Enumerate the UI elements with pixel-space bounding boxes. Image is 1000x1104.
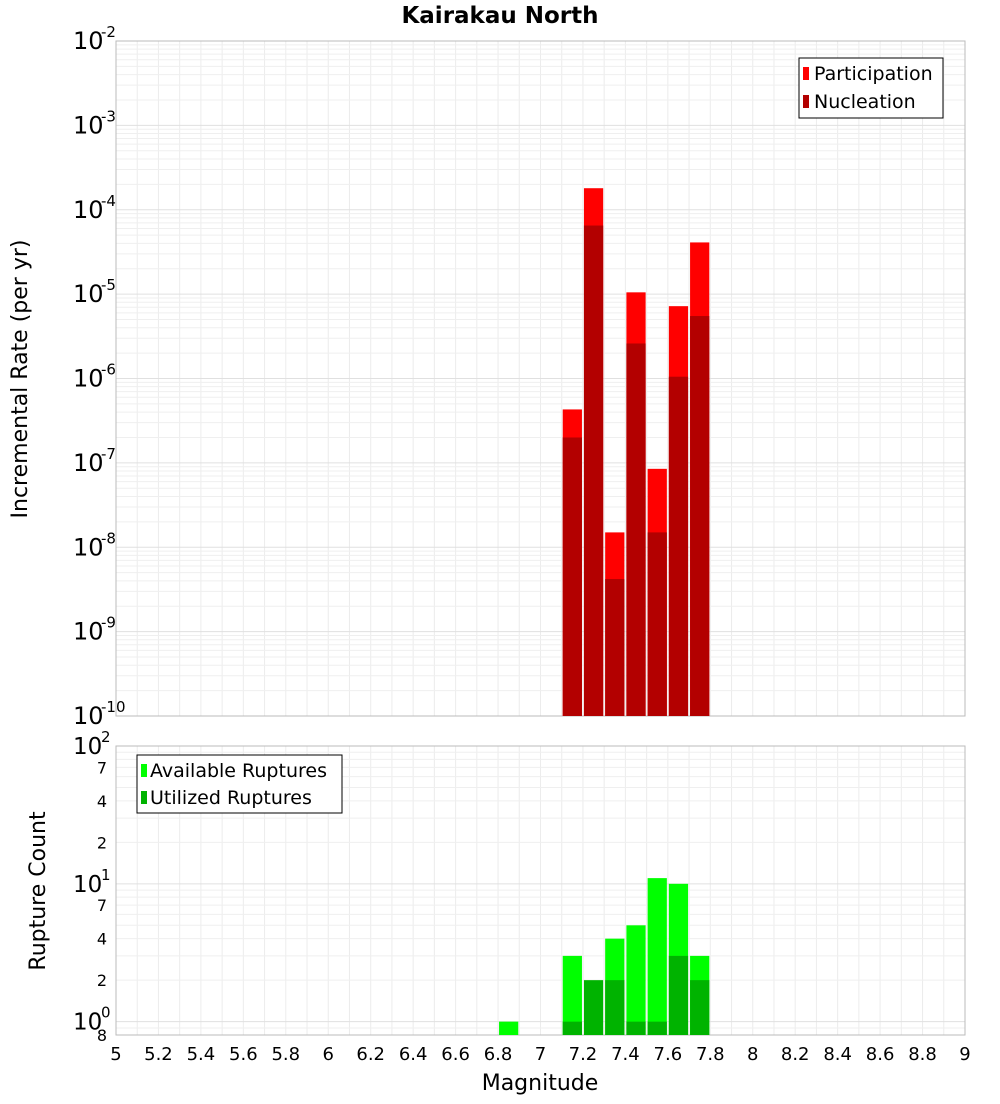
y-tick-label: 10 xyxy=(73,365,104,393)
bottom-y-axis-label: Rupture Count xyxy=(26,811,51,971)
nucleation-legend-swatch xyxy=(803,95,809,108)
y-tick-label: 10 xyxy=(73,702,104,730)
nucleation-bar xyxy=(647,532,667,716)
utilized-ruptures-bar xyxy=(583,980,604,1035)
available-ruptures-legend-swatch xyxy=(141,764,147,777)
top-legend: Participation Nucleation xyxy=(798,57,944,119)
y-tick-exponent: -3 xyxy=(101,107,116,125)
utilized-ruptures-legend-swatch xyxy=(141,791,147,804)
utilized-ruptures-bar xyxy=(690,980,710,1035)
x-tick-label: 7.8 xyxy=(696,1044,725,1065)
y-tick-label: 8 xyxy=(97,1026,107,1045)
utilized-ruptures-bar xyxy=(626,1021,646,1035)
x-tick-label: 5.2 xyxy=(144,1044,173,1065)
utilized-ruptures-bar xyxy=(668,955,689,1035)
available-ruptures-bar xyxy=(647,878,667,1035)
available-ruptures-legend-label: Available Ruptures xyxy=(150,760,327,782)
chart-title: Kairakau North xyxy=(401,3,598,29)
y-tick-exponent: 0 xyxy=(101,1004,111,1022)
y-tick-exponent: -5 xyxy=(101,276,116,294)
y-tick-exponent: -9 xyxy=(101,614,116,632)
nucleation-bar xyxy=(583,225,604,716)
y-tick-exponent: -6 xyxy=(101,361,116,379)
y-tick-label: 10 xyxy=(73,618,104,646)
available-ruptures-bar xyxy=(499,1021,519,1035)
utilized-ruptures-bar xyxy=(605,980,625,1035)
top-plot-bars xyxy=(562,188,710,717)
nucleation-legend-label: Nucleation xyxy=(814,91,916,113)
y-tick-label: 7 xyxy=(97,896,107,915)
available-ruptures-bar xyxy=(626,925,646,1035)
bottom-plot-bars xyxy=(499,878,710,1035)
utilized-ruptures-bar xyxy=(562,1021,582,1035)
y-tick-label: 2 xyxy=(97,971,107,990)
x-tick-label: 7.6 xyxy=(654,1044,683,1065)
x-tick-label: 5.4 xyxy=(187,1044,216,1065)
nucleation-bar xyxy=(668,376,689,716)
participation-legend-label: Participation xyxy=(814,63,933,85)
y-tick-label: 10 xyxy=(73,533,104,561)
x-tick-label: 6.8 xyxy=(484,1044,513,1065)
x-tick-label: 8 xyxy=(747,1044,758,1065)
nucleation-bar xyxy=(605,579,625,716)
top-plot-grid xyxy=(115,40,966,717)
x-tick-label: 5.6 xyxy=(229,1044,258,1065)
utilized-ruptures-legend-label: Utilized Ruptures xyxy=(150,787,312,809)
x-tick-label: 6.6 xyxy=(441,1044,470,1065)
bottom-plot-frame xyxy=(115,745,966,1036)
available-ruptures-bar xyxy=(562,955,582,1035)
bottom-legend-box xyxy=(136,754,343,814)
y-tick-label: 10 xyxy=(73,111,104,139)
y-tick-label: 10 xyxy=(73,734,102,760)
y-tick-label: 10 xyxy=(73,1010,102,1036)
x-axis-label: Magnitude xyxy=(482,1071,599,1096)
top-y-axis-label: Incremental Rate (per yr) xyxy=(8,240,33,519)
x-tick-label: 5 xyxy=(110,1044,121,1065)
y-tick-exponent: -4 xyxy=(101,192,116,210)
bottom-legend: Available Ruptures Utilized Ruptures xyxy=(136,754,343,814)
y-tick-label: 10 xyxy=(73,280,104,308)
y-tick-label: 4 xyxy=(97,930,107,949)
y-tick-exponent: -7 xyxy=(101,445,116,463)
nucleation-bar xyxy=(562,437,582,716)
x-tick-label: 6.4 xyxy=(399,1044,428,1065)
nucleation-bar xyxy=(626,343,646,716)
x-tick-labels: 5 5.2 5.4 5.6 5.8 6 6.2 6.4 6.6 6.8 7 7.2 7.4 7.6 7.8 8… xyxy=(110,1044,970,1065)
y-tick-label: 10 xyxy=(73,449,104,477)
y-tick-label: 10 xyxy=(73,196,104,224)
x-tick-label: 9 xyxy=(959,1044,970,1065)
x-tick-label: 6 xyxy=(323,1044,334,1065)
x-tick-label: 8.6 xyxy=(866,1044,895,1065)
y-tick-label: 10 xyxy=(73,872,102,898)
x-tick-label: 8.4 xyxy=(823,1044,852,1065)
y-tick-exponent: -8 xyxy=(101,529,116,547)
y-tick-exponent: -10 xyxy=(101,698,126,716)
x-tick-label: 5.8 xyxy=(271,1044,300,1065)
participation-legend-swatch xyxy=(803,67,809,80)
y-tick-label: 7 xyxy=(97,758,107,777)
y-tick-label: 4 xyxy=(97,792,107,811)
x-tick-label: 8.2 xyxy=(781,1044,810,1065)
y-tick-exponent: 2 xyxy=(101,728,111,746)
nucleation-bar xyxy=(690,316,710,716)
top-plot-frame xyxy=(115,40,966,717)
x-tick-label: 7.2 xyxy=(569,1044,598,1065)
x-tick-label: 6.2 xyxy=(356,1044,385,1065)
y-tick-exponent: -2 xyxy=(101,23,116,41)
x-tick-label: 8.8 xyxy=(908,1044,937,1065)
utilized-ruptures-bar xyxy=(647,1021,667,1035)
y-tick-exponent: 1 xyxy=(101,866,111,884)
top-legend-box xyxy=(798,57,944,119)
x-tick-label: 7.4 xyxy=(611,1044,640,1065)
x-tick-label: 7 xyxy=(535,1044,546,1065)
y-tick-label: 2 xyxy=(97,833,107,852)
y-tick-label: 10 xyxy=(73,27,104,55)
